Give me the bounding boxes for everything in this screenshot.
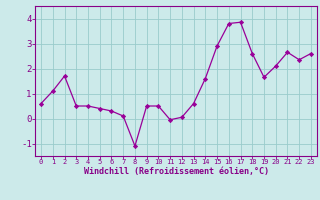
X-axis label: Windchill (Refroidissement éolien,°C): Windchill (Refroidissement éolien,°C) <box>84 167 268 176</box>
